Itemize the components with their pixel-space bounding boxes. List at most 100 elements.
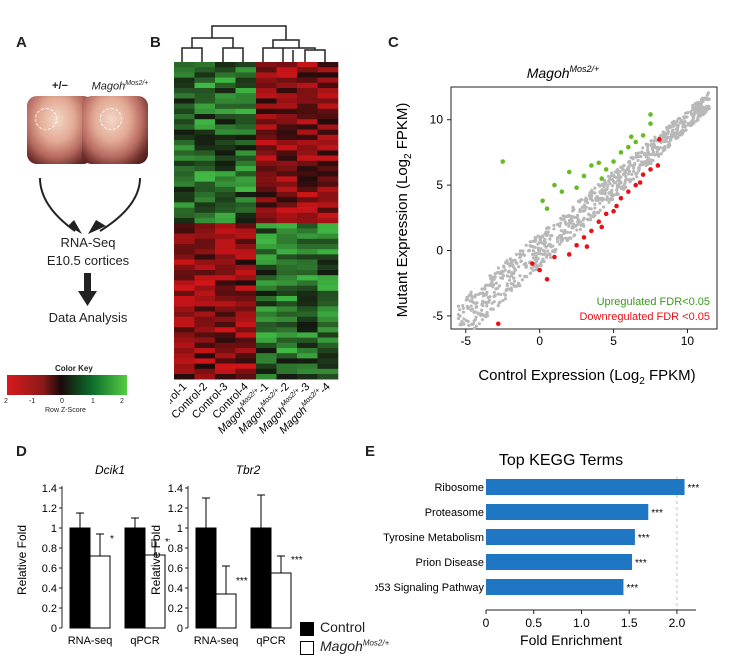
heatmap-cell [174, 238, 195, 245]
heatmap-cell [174, 140, 195, 146]
heatmap-cell [174, 223, 195, 229]
heatmap-cell [194, 223, 216, 229]
heatmap-cell [194, 124, 216, 130]
heatmap-cell [317, 259, 339, 266]
heatmap-cell [215, 72, 236, 78]
heatmap-column-labels: Control-1Control-2Control-3Control-4Mago… [170, 381, 333, 437]
heatmap-cell [215, 332, 236, 338]
x-tick-label: 5 [610, 334, 617, 348]
heatmap-cell [194, 114, 216, 120]
scatter-point-ns [675, 120, 679, 124]
heatmap-cell [215, 238, 236, 245]
heatmap-cell [215, 306, 236, 312]
heatmap-cell [297, 145, 318, 151]
bar-control [250, 527, 272, 629]
scatter-point-ns [563, 220, 567, 224]
scatter-point-down [529, 261, 535, 266]
heatmap-cell [235, 212, 257, 219]
heatmap-cell [235, 332, 257, 338]
scatter-point-ns [590, 188, 594, 192]
scatter-point-ns [483, 300, 487, 304]
heatmap-cell [256, 280, 277, 286]
scatter-point-ns [652, 139, 656, 143]
scatter-point-ns [497, 270, 501, 275]
y-tick-label: 0.2 [168, 603, 183, 615]
heatmap-cell [235, 285, 257, 292]
scatter-point-ns [540, 241, 544, 245]
heatmap-cell [276, 244, 298, 250]
heatmap-cell [276, 119, 298, 125]
heatmap-cell [215, 145, 236, 151]
heatmap-cell [215, 363, 236, 370]
scatter-point-ns [601, 191, 605, 195]
heatmap-cell [276, 332, 298, 338]
scatter-point-ns [608, 177, 612, 181]
heatmap-cell [297, 233, 318, 240]
scatter-point-ns [636, 151, 640, 155]
heatmap-cell [317, 358, 339, 364]
heatmap-cell [235, 249, 257, 255]
heatmap-cell [194, 197, 216, 203]
heatmap-cell [256, 311, 277, 318]
scatter-point-ns [672, 119, 676, 123]
heatmap-cell [256, 228, 277, 234]
scatter-point-ns [534, 236, 538, 240]
heatmap-cell [174, 67, 195, 73]
heatmap-cell [215, 264, 236, 271]
scatter-point-ns [703, 106, 707, 110]
scatter-point-ns [543, 240, 548, 245]
scatter-point-ns [611, 184, 615, 188]
scatter-point-ns [671, 128, 675, 132]
heatmap-cell [256, 67, 277, 73]
heatmap-cell [297, 82, 318, 89]
scatter-point-ns [514, 252, 519, 257]
scatter-point-ns [456, 304, 461, 308]
heatmap-cell [174, 72, 195, 78]
heatmap-cell [194, 103, 216, 110]
scatter-point-up [611, 159, 616, 164]
heatmap-cell [317, 93, 339, 99]
scatter-point-ns [524, 243, 528, 247]
chart-title-tbr2: Tbr2 [236, 463, 261, 477]
scatter-point-ns [473, 293, 478, 297]
heatmap-cell [256, 358, 277, 364]
scatter-point-ns [486, 314, 490, 318]
scatter-point-up [640, 133, 646, 138]
heatmap-cell [297, 342, 318, 349]
scatter-point-ns [513, 267, 517, 271]
scatter-point-ns [622, 183, 626, 187]
heatmap-cell [235, 82, 257, 89]
scatter-point-down [589, 228, 594, 234]
heatmap-cell [194, 181, 216, 188]
kegg-xlabel: Fold Enrichment [520, 632, 622, 648]
scatter-point-ns [464, 319, 468, 323]
heatmap-cell [297, 192, 318, 198]
scatter-point-ns [610, 188, 614, 192]
scatter-point-up [626, 144, 631, 150]
scatter-point-ns [646, 156, 650, 160]
scatter-point-down [544, 276, 550, 282]
heatmap-cell [297, 358, 318, 364]
scatter-point-ns [641, 146, 645, 150]
heatmap-cell [256, 296, 277, 302]
scatter-point-ns [661, 136, 666, 140]
scatter-point-ns [552, 227, 556, 231]
scatter-point-ns [634, 155, 638, 159]
scatter-point-ns [541, 252, 545, 256]
scatter-point-ns [665, 126, 669, 130]
scatter-point-ns [461, 310, 466, 314]
scatter-points [456, 91, 711, 330]
heatmap-cell [297, 353, 318, 359]
bar-mutant [270, 572, 292, 629]
heatmap-cell [174, 342, 195, 349]
heatmap-cells [174, 62, 339, 380]
heatmap-cell [256, 363, 277, 370]
heatmap-cell [215, 223, 236, 229]
heatmap-cell [215, 275, 236, 281]
scatter-point-ns [504, 288, 508, 293]
color-key-ticks: 2 -1 0 1 2 [3, 398, 129, 410]
scatter-point-down [603, 211, 609, 217]
heatmap-cell [235, 353, 257, 359]
heatmap-cell [235, 259, 257, 266]
heatmap-cell [174, 275, 195, 281]
